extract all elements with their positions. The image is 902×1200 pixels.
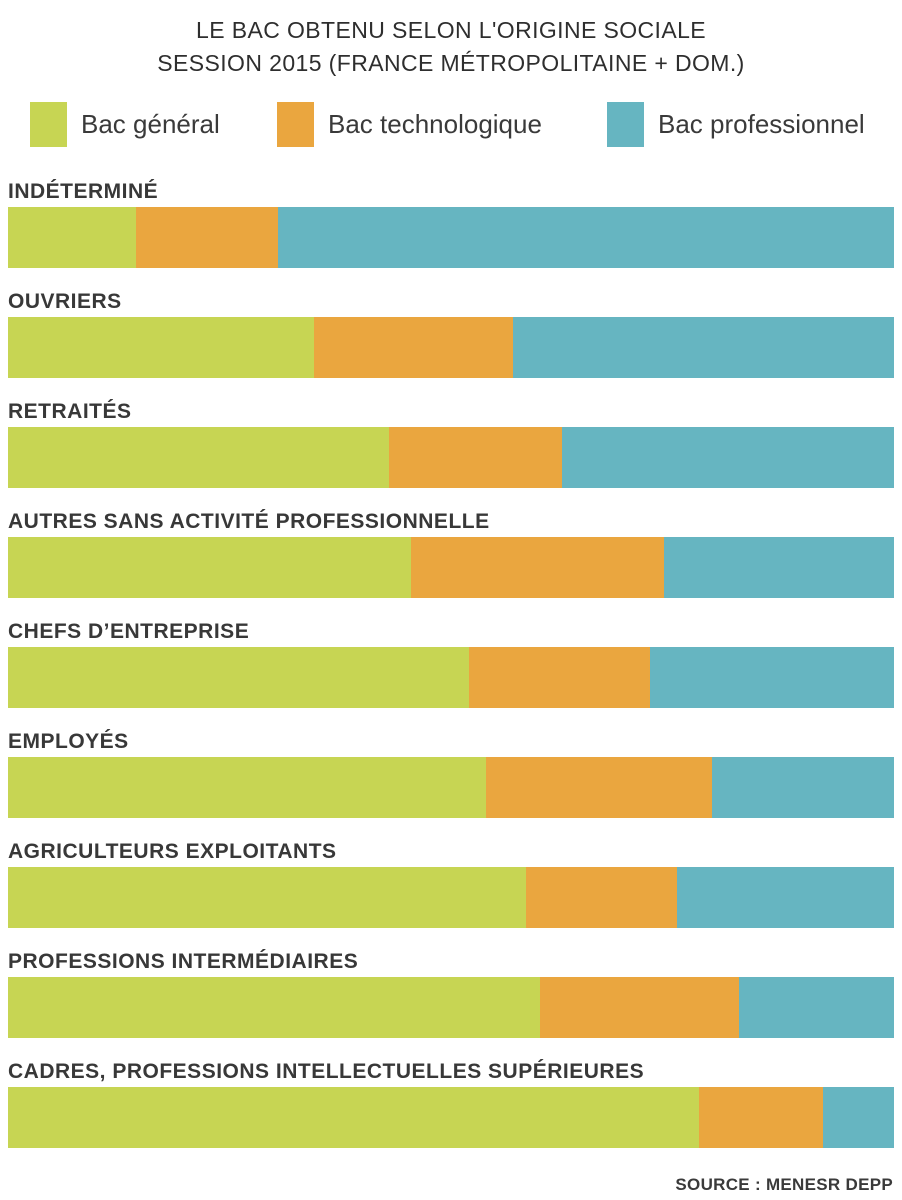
bar-row-label: CADRES, PROFESSIONS INTELLECTUELLES SUPÉ… xyxy=(8,1060,645,1083)
bar-row-employes: EMPLOYÉS xyxy=(8,729,894,818)
bar-segment-bac-technologique xyxy=(526,867,677,928)
stacked-bar xyxy=(8,207,894,268)
bar-row-cadres-professions-intellectuelles-superieures: CADRES, PROFESSIONS INTELLECTUELLES SUPÉ… xyxy=(8,1059,894,1148)
bar-segment-bac-technologique xyxy=(539,977,739,1038)
bar-row-label: PROFESSIONS INTERMÉDIAIRES xyxy=(8,950,359,973)
bar-segment-bac-general xyxy=(8,427,389,488)
stacked-bar xyxy=(8,647,894,708)
stacked-bar xyxy=(8,977,894,1038)
bar-segment-bac-professionnel xyxy=(278,207,894,268)
bar-row-indetermine: INDÉTERMINÉ xyxy=(8,179,894,268)
bar-segment-bac-technologique xyxy=(411,537,664,598)
stacked-bar xyxy=(8,427,894,488)
bar-segment-bac-professionnel xyxy=(513,317,894,378)
bar-segment-bac-general xyxy=(8,317,314,378)
chart-title-line-2: SESSION 2015 (FRANCE MÉTROPOLITAINE + DO… xyxy=(157,50,745,76)
legend-swatch-bac-technologique xyxy=(277,102,314,147)
bar-row-label: AUTRES SANS ACTIVITÉ PROFESSIONNELLE xyxy=(8,510,490,533)
bar-row-chefs-d-entreprise: CHEFS D’ENTREPRISE xyxy=(8,619,894,708)
bar-segment-bac-professionnel xyxy=(712,757,894,818)
stacked-bar xyxy=(8,537,894,598)
bar-segment-bac-professionnel xyxy=(823,1087,894,1148)
legend-swatch-bac-general xyxy=(30,102,67,147)
bar-segment-bac-general xyxy=(8,647,469,708)
legend: Bac général Bac technologique Bac professi… xyxy=(0,102,902,148)
bar-row-label: OUVRIERS xyxy=(8,290,122,313)
bar-segment-bac-general xyxy=(8,1087,700,1148)
bar-row-label: EMPLOYÉS xyxy=(8,730,129,753)
bar-row-label: INDÉTERMINÉ xyxy=(8,180,159,203)
bar-segment-bac-technologique xyxy=(486,757,713,818)
stacked-bar xyxy=(8,317,894,378)
bar-segment-bac-technologique xyxy=(388,427,562,488)
bar-segment-bac-technologique xyxy=(699,1087,824,1148)
legend-item-bac-general: Bac général xyxy=(30,102,220,147)
bar-segment-bac-general xyxy=(8,207,137,268)
legend-swatch-bac-professionnel xyxy=(607,102,644,147)
bar-segment-bac-professionnel xyxy=(676,867,894,928)
bar-segment-bac-general xyxy=(8,867,527,928)
bar-segment-bac-professionnel xyxy=(738,977,894,1038)
bar-segment-bac-general xyxy=(8,537,412,598)
bar-row-autres-sans-activite-professionnelle: AUTRES SANS ACTIVITÉ PROFESSIONNELLE xyxy=(8,509,894,598)
bar-row-retraites: RETRAITÉS xyxy=(8,399,894,488)
bar-row-ouvriers: OUVRIERS xyxy=(8,289,894,378)
source-credit: SOURCE : MENESR DEPP xyxy=(675,1175,893,1194)
legend-label: Bac technologique xyxy=(328,109,542,139)
stacked-bar xyxy=(8,1087,894,1148)
bar-segment-bac-general xyxy=(8,757,487,818)
bar-segment-bac-technologique xyxy=(468,647,651,708)
legend-item-bac-technologique: Bac technologique xyxy=(277,102,542,147)
legend-label: Bac professionnel xyxy=(658,109,865,139)
bar-row-agriculteurs-exploitants: AGRICULTEURS EXPLOITANTS xyxy=(8,839,894,928)
bar-segment-bac-professionnel xyxy=(561,427,894,488)
stacked-bar xyxy=(8,867,894,928)
bar-segment-bac-professionnel xyxy=(650,647,894,708)
chart-title-line-1: LE BAC OBTENU SELON L'ORIGINE SOCIALE xyxy=(196,17,706,43)
bar-segment-bac-professionnel xyxy=(663,537,894,598)
legend-label: Bac général xyxy=(81,109,220,139)
legend-item-bac-professionnel: Bac professionnel xyxy=(607,102,865,147)
bar-segment-bac-technologique xyxy=(136,207,279,268)
bar-row-label: RETRAITÉS xyxy=(8,400,132,423)
bar-segment-bac-general xyxy=(8,977,540,1038)
bar-row-label: CHEFS D’ENTREPRISE xyxy=(8,620,250,643)
bar-segment-bac-technologique xyxy=(313,317,513,378)
bar-row-label: AGRICULTEURS EXPLOITANTS xyxy=(8,840,337,863)
chart-title: LE BAC OBTENU SELON L'ORIGINE SOCIALE SE… xyxy=(0,0,902,80)
stacked-bar xyxy=(8,757,894,818)
bar-row-professions-intermediaires: PROFESSIONS INTERMÉDIAIRES xyxy=(8,949,894,1038)
bar-chart: INDÉTERMINÉ OUVRIERS RETRAITÉS AUTRES SANS … xyxy=(0,179,902,1148)
